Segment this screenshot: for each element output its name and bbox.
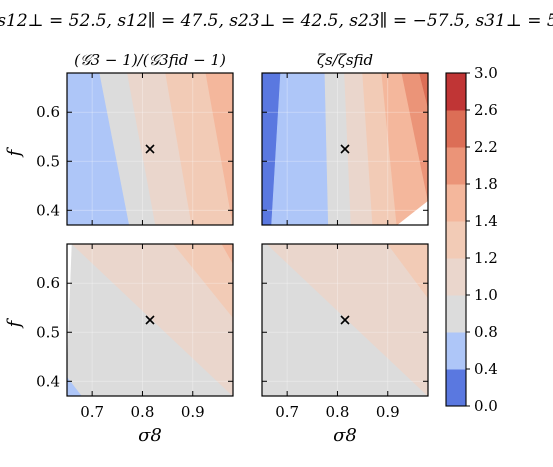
contour-band: [362, 73, 398, 225]
colorbar-segment: [446, 258, 466, 296]
panel-frame: [261, 243, 429, 397]
contour-band: [387, 244, 428, 396]
colorbar-tick-label: 1.8: [474, 175, 498, 193]
contour-band: [71, 244, 233, 396]
grid: [67, 244, 233, 396]
contour-band: [221, 244, 233, 396]
contour-band: [67, 73, 130, 225]
x-tick-label: 0.9: [376, 403, 400, 421]
x-tick-label: 0.8: [131, 403, 155, 421]
colorbar-segment: [446, 110, 466, 148]
colorbar-segment: [446, 221, 466, 259]
colorbar-segment: [446, 184, 466, 222]
grid: [67, 73, 233, 225]
contour-band: [271, 73, 329, 225]
contour-band: [205, 73, 233, 225]
grid: [262, 73, 428, 225]
contour-band: [401, 73, 428, 201]
colorbar-segment: [446, 332, 466, 370]
contour-fills: [262, 73, 428, 225]
y-tick-label: 0.6: [36, 103, 60, 121]
y-tick-label: 0.5: [36, 323, 60, 341]
y-tick-label: 0.6: [36, 274, 60, 292]
fiducial-marker: [145, 144, 155, 154]
x-axis-label: σ8: [333, 425, 357, 446]
panel-title: ζs/ζsfid: [317, 51, 373, 69]
y-tick-label: 0.4: [36, 372, 60, 390]
figure-title: s12⊥ = 52.5, s12∥ = 47.5, s23⊥ = 42.5, s…: [0, 11, 553, 31]
panel-frame: [66, 243, 234, 397]
contour-band: [344, 73, 373, 225]
y-tick-label: 0.4: [36, 201, 60, 219]
colorbar-tick-label: 1.2: [474, 249, 498, 267]
fiducial-marker: [340, 315, 350, 325]
panel-frame: [261, 72, 429, 226]
colorbar-tick-label: 3.0: [474, 64, 498, 82]
colorbar-frame: [445, 72, 467, 407]
colorbar-tick-label: 2.6: [474, 101, 498, 119]
x-tick-label: 0.7: [275, 403, 299, 421]
panel-frame: [66, 72, 234, 226]
contour-band: [324, 73, 352, 225]
contour-band: [262, 73, 281, 225]
contour-band: [165, 73, 233, 225]
contour-band: [99, 73, 156, 225]
y-axis-label: f: [4, 146, 25, 158]
panel-title: (𝒢3 − 1)/(𝒢3fid − 1): [74, 51, 226, 69]
x-tick-label: 0.8: [326, 403, 350, 421]
panel-r0c1: ζs/ζsfid: [261, 51, 429, 226]
colorbar-tick-label: 1.0: [474, 286, 498, 304]
fiducial-marker: [340, 144, 350, 154]
colorbar-tick-label: 0.4: [474, 360, 498, 378]
colorbar-tick-label: 0.0: [474, 397, 498, 415]
panel-r1c1: 0.7 0.8 0.9 σ8: [261, 243, 429, 446]
contour-band: [419, 73, 428, 225]
contour-fills: [67, 73, 233, 225]
panel-r1c0: 0.7 0.8 0.9 σ8 0.4 0.5 0.6 f: [4, 243, 234, 446]
contour-band: [381, 73, 428, 225]
panels: 0.4 0.5 0.6 f (𝒢3 − 1)/(𝒢3fid − 1) ζs/ζsfid 0.…: [4, 51, 429, 446]
colorbar-tick-label: 0.8: [474, 323, 498, 341]
colorbar-segment: [446, 147, 466, 185]
colorbar-tick-label: 2.2: [474, 138, 498, 156]
fiducial-marker: [145, 315, 155, 325]
grid: [262, 244, 428, 396]
panel-r0c0: 0.4 0.5 0.6 f (𝒢3 − 1)/(𝒢3fid − 1): [4, 51, 234, 226]
colorbar: 0.0 0.4 0.8 1.0 1.2 1.4 1.8 2.2 2.6 3.0: [445, 64, 498, 415]
y-axis-label: f: [4, 317, 25, 329]
colorbar-tick-label: 1.4: [474, 212, 498, 230]
contour-band: [266, 244, 428, 396]
colorbar-segment: [446, 295, 466, 333]
colorbar-segment: [446, 73, 466, 111]
contour-band: [173, 244, 233, 319]
x-tick-label: 0.7: [80, 403, 104, 421]
y-tick-label: 0.5: [36, 152, 60, 170]
colorbar-segment: [446, 369, 466, 407]
x-axis-label: σ8: [138, 425, 162, 446]
x-tick-label: 0.9: [181, 403, 205, 421]
contour-band: [127, 73, 193, 225]
